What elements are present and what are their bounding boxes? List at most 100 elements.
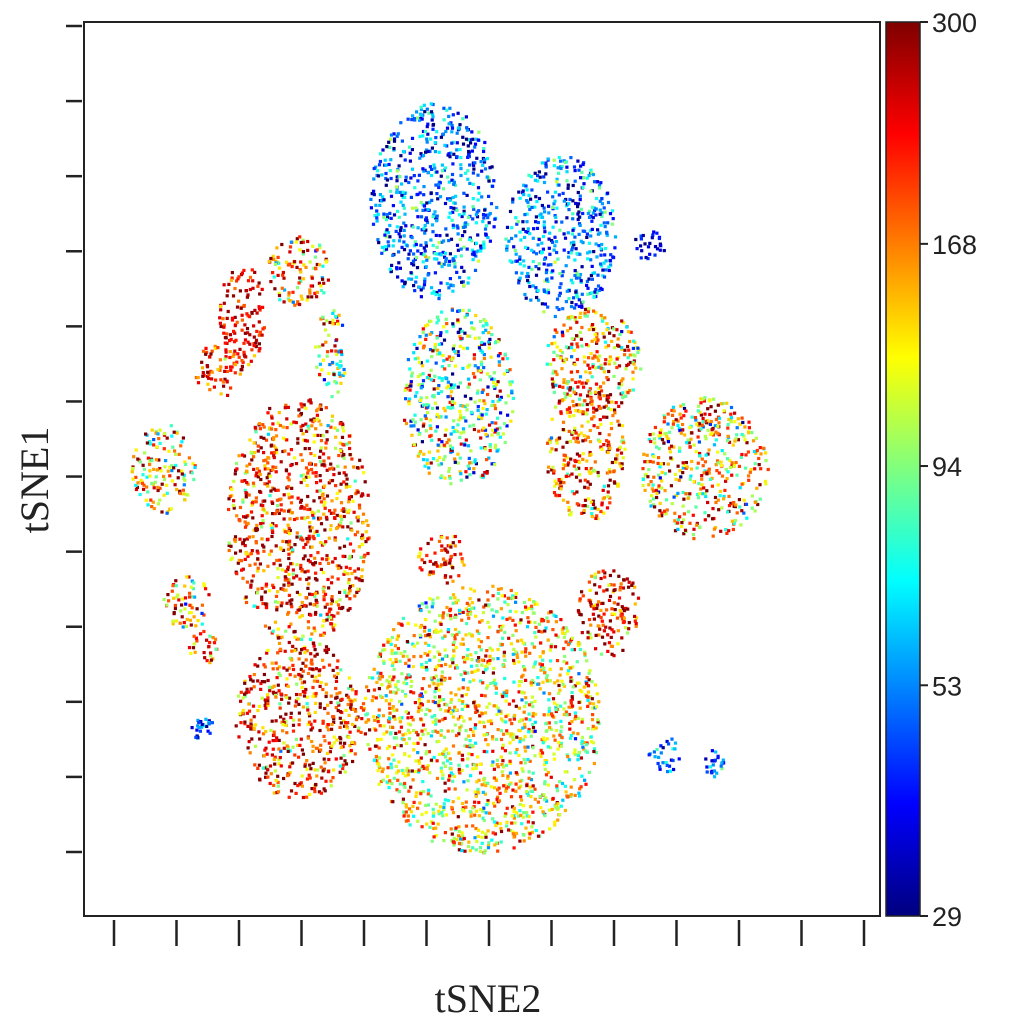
- scatter-point: [576, 190, 580, 195]
- scatter-point: [403, 388, 407, 392]
- scatter-point: [287, 556, 291, 561]
- scatter-point: [182, 476, 186, 480]
- scatter-point: [449, 554, 453, 558]
- scatter-point: [536, 288, 540, 293]
- scatter-point: [479, 849, 483, 853]
- scatter-point: [272, 730, 276, 734]
- scatter-point: [448, 211, 452, 215]
- scatter-point: [450, 172, 455, 177]
- scatter-point: [400, 139, 404, 143]
- scatter-point: [316, 509, 320, 513]
- scatter-point: [573, 169, 577, 173]
- scatter-point: [285, 677, 289, 681]
- scatter-point: [318, 489, 322, 493]
- scatter-point: [546, 190, 550, 194]
- scatter-point: [238, 519, 242, 523]
- scatter-point: [298, 276, 302, 280]
- scatter-point: [419, 623, 424, 628]
- scatter-point: [424, 429, 428, 433]
- scatter-point: [601, 623, 605, 627]
- scatter-point: [287, 625, 291, 629]
- scatter-point: [565, 392, 569, 396]
- scatter-point: [258, 346, 262, 351]
- scatter-point: [433, 695, 437, 699]
- scatter-point: [461, 135, 465, 139]
- scatter-point: [566, 186, 570, 190]
- scatter-point: [599, 389, 604, 393]
- scatter-point: [250, 310, 254, 315]
- scatter-point: [419, 215, 424, 219]
- scatter-point: [573, 269, 577, 273]
- scatter-point: [726, 439, 730, 443]
- scatter-point: [550, 342, 554, 346]
- scatter-point: [503, 440, 507, 445]
- scatter-point: [575, 502, 579, 506]
- scatter-point: [269, 523, 273, 527]
- scatter-point: [551, 205, 555, 209]
- scatter-point: [320, 368, 324, 372]
- scatter-point: [360, 568, 364, 572]
- scatter-point: [333, 538, 337, 542]
- scatter-point: [433, 150, 437, 154]
- scatter-point: [271, 512, 275, 516]
- scatter-point: [300, 674, 304, 678]
- scatter-point: [584, 370, 588, 374]
- scatter-point: [688, 521, 692, 525]
- scatter-point: [223, 369, 227, 373]
- scatter-point: [750, 431, 754, 435]
- scatter-point: [435, 130, 439, 134]
- scatter-point: [548, 252, 552, 256]
- scatter-point: [437, 342, 441, 347]
- scatter-point: [452, 419, 456, 423]
- scatter-point: [171, 445, 175, 449]
- scatter-point: [730, 519, 734, 523]
- scatter-point: [699, 397, 703, 401]
- scatter-point: [416, 226, 420, 230]
- scatter-point: [246, 293, 250, 297]
- scatter-point: [565, 170, 569, 174]
- scatter-point: [597, 614, 601, 618]
- scatter-point: [606, 377, 610, 382]
- scatter-point: [287, 640, 291, 645]
- scatter-point: [305, 795, 309, 799]
- scatter-point: [535, 200, 539, 204]
- scatter-point: [524, 184, 528, 188]
- scatter-point: [742, 511, 746, 515]
- scatter-point: [317, 345, 321, 349]
- scatter-point: [481, 388, 485, 392]
- scatter-point: [473, 460, 477, 464]
- scatter-point: [226, 309, 230, 314]
- scatter-point: [545, 362, 549, 366]
- scatter-point: [479, 436, 483, 440]
- scatter-point: [617, 596, 622, 600]
- scatter-point: [343, 589, 347, 593]
- scatter-point: [281, 587, 285, 591]
- scatter-point: [602, 394, 606, 398]
- scatter-point: [482, 240, 486, 244]
- scatter-point: [480, 342, 484, 346]
- scatter-point: [256, 467, 260, 471]
- scatter-point: [398, 266, 402, 270]
- scatter-point: [299, 294, 303, 298]
- scatter-point: [505, 424, 509, 428]
- scatter-point: [264, 701, 268, 705]
- scatter-point: [417, 173, 421, 177]
- scatter-point: [424, 244, 428, 248]
- scatter-point: [415, 110, 419, 114]
- scatter-point: [422, 458, 426, 462]
- scatter-point: [476, 369, 480, 373]
- scatter-point: [605, 588, 609, 592]
- scatter-point: [205, 638, 209, 642]
- scatter-point: [612, 256, 616, 260]
- scatter-point: [187, 646, 192, 650]
- scatter-point: [225, 369, 229, 374]
- scatter-point: [318, 372, 322, 377]
- scatter-point: [583, 311, 587, 315]
- scatter-point: [298, 651, 302, 655]
- scatter-point: [413, 289, 417, 293]
- scatter-point: [506, 603, 510, 607]
- scatter-point: [337, 564, 341, 568]
- scatter-point: [291, 667, 296, 672]
- scatter-point: [285, 438, 289, 442]
- scatter-point: [463, 225, 467, 229]
